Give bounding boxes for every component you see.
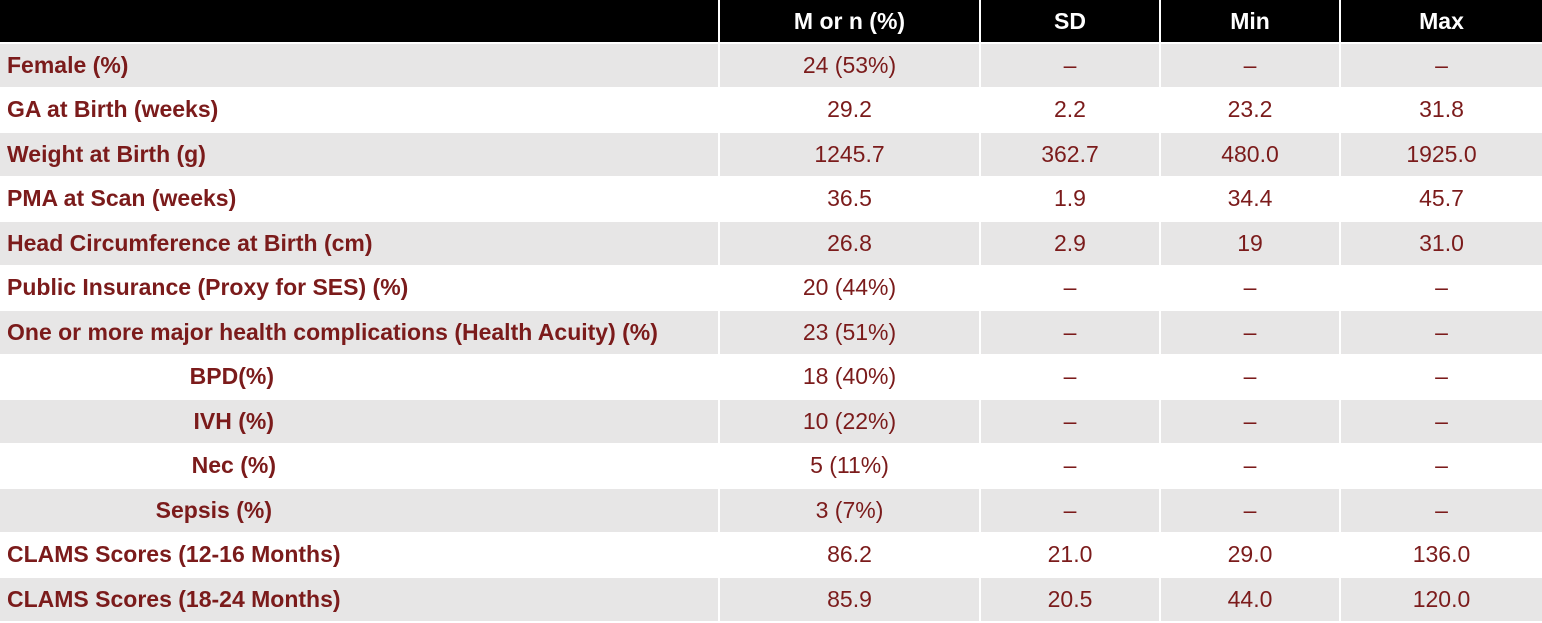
row-min-value: 34.4 [1161, 177, 1341, 220]
table-row: Weight at Birth (g) 1245.7 362.7 480.0 1… [0, 133, 1542, 178]
row-max-value: 136.0 [1412, 541, 1471, 568]
row-label: Weight at Birth (g) [0, 133, 720, 176]
table-row: Female (%) 24 (53%) – – – [0, 44, 1542, 89]
row-max-value: – [1435, 51, 1448, 78]
row-max-value: – [1435, 318, 1448, 345]
header-m-or-n: M or n (%) [720, 0, 981, 42]
row-min-value: 29.0 [1161, 533, 1341, 576]
table-row: GA at Birth (weeks) 29.2 2.2 23.2 31.8 [0, 88, 1542, 133]
header-min: Min [1161, 0, 1341, 42]
row-sd-value: 21.0 [981, 533, 1161, 576]
table-row: Public Insurance (Proxy for SES) (%) 20 … [0, 266, 1542, 311]
row-sd-value: – [981, 266, 1161, 309]
row-sd-value: – [981, 44, 1161, 87]
row-m-value: 10 (22%) [720, 400, 981, 443]
row-label: Female (%) [0, 44, 720, 87]
row-max-value: – [1435, 452, 1448, 479]
row-sd-value: 362.7 [981, 133, 1161, 176]
row-m-value: 23 (51%) [720, 311, 981, 354]
row-sd-value: 1.9 [981, 177, 1161, 220]
row-m-value: 85.9 [720, 578, 981, 621]
row-min-value: – [1161, 44, 1341, 87]
table-row: Sepsis (%) 3 (7%) – – – [0, 489, 1542, 534]
row-label: One or more major health complications (… [0, 311, 720, 354]
row-m-value: 18 (40%) [720, 355, 981, 398]
row-sd-value: – [981, 400, 1161, 443]
row-min-value: – [1161, 400, 1341, 443]
row-m-value: 24 (53%) [720, 44, 981, 87]
row-m-value: 3 (7%) [720, 489, 981, 532]
row-m-value: 36.5 [720, 177, 981, 220]
row-m-value: 20 (44%) [720, 266, 981, 309]
row-max-value: 120.0 [1412, 585, 1471, 612]
row-label-indented: Sepsis (%) [0, 489, 720, 532]
row-min-value: – [1161, 266, 1341, 309]
row-sd-value: 20.5 [981, 578, 1161, 621]
header-label-cell [0, 0, 720, 42]
row-label-indented: BPD(%) [0, 355, 720, 398]
row-label-indented: Nec (%) [0, 444, 720, 487]
row-m-value: 1245.7 [720, 133, 981, 176]
row-max-value: 45.7 [1419, 185, 1464, 212]
row-min-value: 23.2 [1161, 88, 1341, 131]
table-row: PMA at Scan (weeks) 36.5 1.9 34.4 45.7 [0, 177, 1542, 222]
table-row: CLAMS Scores (12-16 Months) 86.2 21.0 29… [0, 533, 1542, 578]
header-max: Max [1419, 7, 1464, 34]
row-label: CLAMS Scores (18-24 Months) [0, 578, 720, 621]
row-label: Head Circumference at Birth (cm) [0, 222, 720, 265]
row-m-value: 29.2 [720, 88, 981, 131]
row-max-value: 1925.0 [1406, 140, 1477, 167]
row-m-value: 86.2 [720, 533, 981, 576]
row-min-value: – [1161, 444, 1341, 487]
row-label: IVH (%) [193, 407, 275, 434]
row-label: Nec (%) [191, 452, 276, 479]
row-min-value: – [1161, 311, 1341, 354]
row-min-value: 480.0 [1161, 133, 1341, 176]
row-label: GA at Birth (weeks) [0, 88, 720, 131]
row-sd-value: – [981, 355, 1161, 398]
row-max-value: – [1435, 274, 1448, 301]
row-min-value: – [1161, 355, 1341, 398]
table-row: Head Circumference at Birth (cm) 26.8 2.… [0, 222, 1542, 267]
table-row: BPD(%) 18 (40%) – – – [0, 355, 1542, 400]
row-label: Sepsis (%) [155, 496, 272, 523]
table-row: IVH (%) 10 (22%) – – – [0, 400, 1542, 445]
row-m-value: 26.8 [720, 222, 981, 265]
row-label: BPD(%) [189, 363, 274, 390]
row-min-value: 44.0 [1161, 578, 1341, 621]
row-max-value: – [1435, 363, 1448, 390]
row-m-value: 5 (11%) [720, 444, 981, 487]
row-sd-value: 2.2 [981, 88, 1161, 131]
row-sd-value: – [981, 489, 1161, 532]
row-max-value: 31.8 [1419, 96, 1464, 123]
row-label: PMA at Scan (weeks) [0, 177, 720, 220]
row-max-value: – [1435, 407, 1448, 434]
row-sd-value: – [981, 444, 1161, 487]
table-row: CLAMS Scores (18-24 Months) 85.9 20.5 44… [0, 578, 1542, 623]
row-label: CLAMS Scores (12-16 Months) [0, 533, 720, 576]
row-label: Public Insurance (Proxy for SES) (%) [0, 266, 720, 309]
table-row: One or more major health complications (… [0, 311, 1542, 356]
table-header-row: M or n (%) SD Min Max [0, 0, 1542, 44]
row-max-value: 31.0 [1419, 229, 1464, 256]
row-min-value: 19 [1161, 222, 1341, 265]
table-row: Nec (%) 5 (11%) – – – [0, 444, 1542, 489]
row-label-indented: IVH (%) [0, 400, 720, 443]
row-min-value: – [1161, 489, 1341, 532]
row-sd-value: – [981, 311, 1161, 354]
header-sd: SD [981, 0, 1161, 42]
row-max-value: – [1435, 496, 1448, 523]
row-sd-value: 2.9 [981, 222, 1161, 265]
